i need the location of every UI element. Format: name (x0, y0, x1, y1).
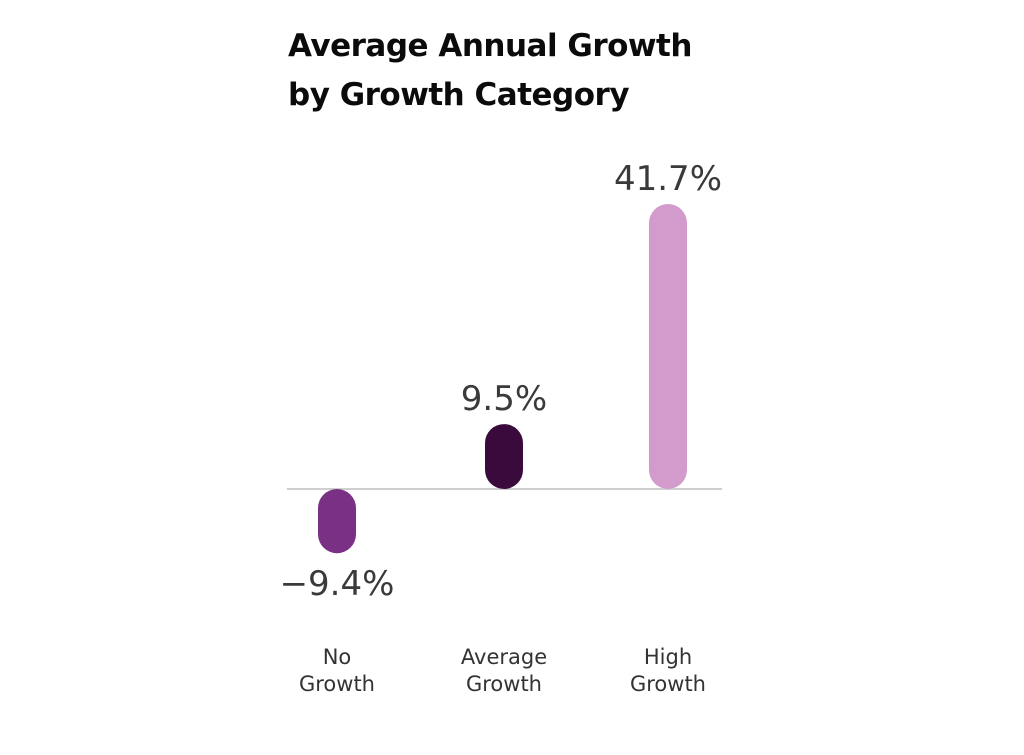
bar-1 (485, 424, 523, 489)
category-label-2-line-2: Growth (630, 672, 706, 696)
bar-2 (649, 204, 687, 489)
bars-layer: −9.4% No Growth 9.5% Average Growth 41.7% High G… (280, 159, 722, 696)
value-label-0: −9.4% (280, 564, 395, 604)
chart-title-line-1: Average Annual Growth (288, 28, 692, 64)
category-label-1-line-2: Growth (466, 672, 542, 696)
category-label-1-line-1: Average (461, 645, 547, 669)
value-label-2: 41.7% (614, 159, 722, 199)
chart-title-line-2: by Growth Category (288, 77, 630, 113)
value-label-1: 9.5% (461, 379, 547, 419)
category-label-0-line-2: Growth (299, 672, 375, 696)
chart-title: Average Annual Growth by Growth Category (288, 22, 808, 120)
category-label-0-line-1: No (323, 645, 352, 669)
category-label-2-line-1: High (644, 645, 692, 669)
bar-0 (318, 489, 356, 554)
